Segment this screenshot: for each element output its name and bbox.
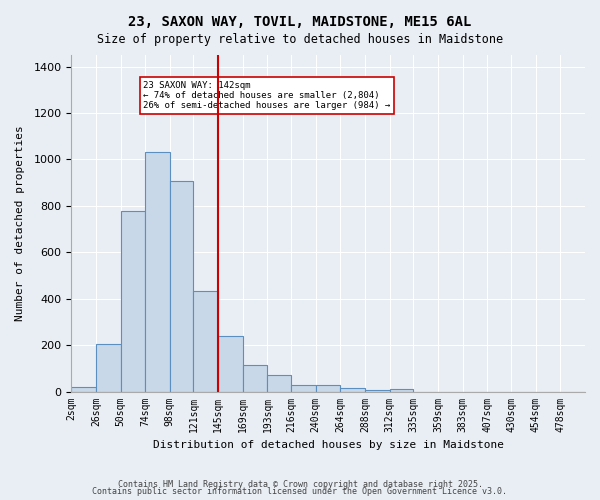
X-axis label: Distribution of detached houses by size in Maidstone: Distribution of detached houses by size … — [152, 440, 503, 450]
Bar — [268, 376, 291, 392]
Bar — [365, 390, 390, 392]
Y-axis label: Number of detached properties: Number of detached properties — [15, 126, 25, 321]
Bar — [291, 384, 316, 392]
Bar — [218, 336, 243, 392]
Text: Contains HM Land Registry data © Crown copyright and database right 2025.: Contains HM Land Registry data © Crown c… — [118, 480, 482, 489]
Bar — [193, 290, 218, 392]
Text: Contains public sector information licensed under the Open Government Licence v3: Contains public sector information licen… — [92, 488, 508, 496]
Bar — [390, 389, 413, 392]
Text: Size of property relative to detached houses in Maidstone: Size of property relative to detached ho… — [97, 32, 503, 46]
Bar — [121, 210, 145, 392]
Bar — [243, 365, 268, 392]
Bar — [71, 387, 96, 392]
Text: 23, SAXON WAY, TOVIL, MAIDSTONE, ME15 6AL: 23, SAXON WAY, TOVIL, MAIDSTONE, ME15 6A… — [128, 15, 472, 29]
Text: 23 SAXON WAY: 142sqm
← 74% of detached houses are smaller (2,804)
26% of semi-de: 23 SAXON WAY: 142sqm ← 74% of detached h… — [143, 80, 391, 110]
Bar — [170, 182, 193, 392]
Bar — [316, 384, 340, 392]
Bar — [145, 152, 170, 392]
Bar — [96, 344, 121, 392]
Bar — [340, 388, 365, 392]
